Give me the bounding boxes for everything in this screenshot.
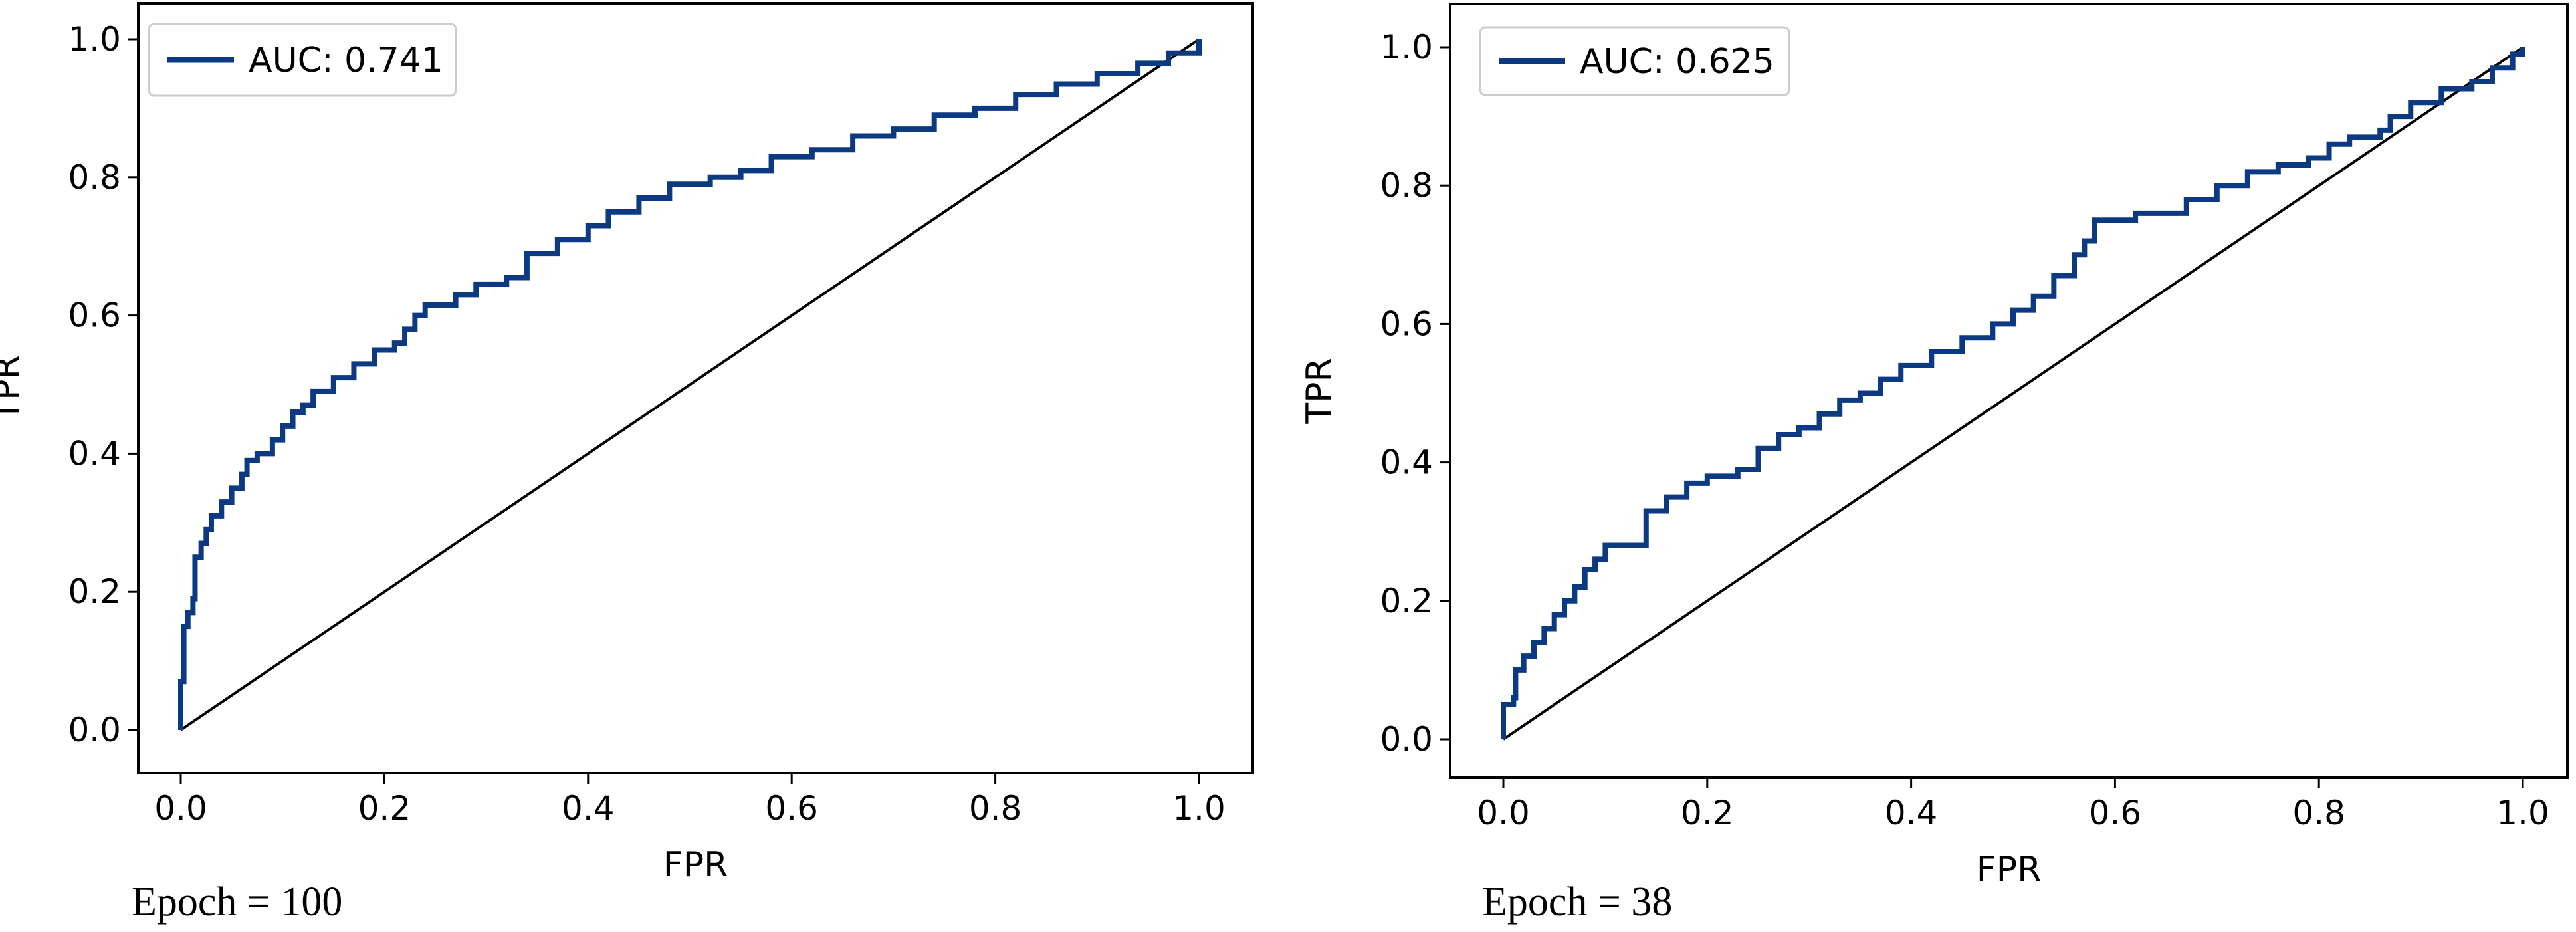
legend-label: AUC: 0.625 bbox=[1580, 42, 1774, 82]
x-tick-label: 0.8 bbox=[2292, 794, 2345, 832]
plot-frame bbox=[1449, 3, 2569, 779]
legend-box bbox=[148, 23, 457, 97]
x-axis-label: FPR bbox=[1977, 850, 2041, 889]
y-tick-label: 0.4 bbox=[1380, 443, 1433, 482]
roc-curve-line bbox=[1501, 47, 2525, 739]
y-tick-label: 0.6 bbox=[68, 296, 121, 335]
x-tick-label: 0.4 bbox=[562, 789, 615, 828]
y-tick-label: 0.6 bbox=[1380, 304, 1433, 343]
y-tick-label: 0.8 bbox=[1380, 166, 1433, 205]
y-tick-label: 0.2 bbox=[68, 572, 121, 611]
roc-chart-svg: 0.0 0.2 0.4 0.6 0.8 1.0 0.0 0.2 0.4 0.6 0.8 1.0 FPR T… bbox=[0, 2, 1254, 885]
x-tick-label: 0.0 bbox=[154, 789, 207, 828]
x-tick-label: 0.6 bbox=[765, 789, 818, 828]
roc-curve-line bbox=[178, 39, 1202, 730]
x-tick-label: 0.2 bbox=[358, 789, 411, 828]
legend: AUC: 0.625 bbox=[1479, 26, 1790, 96]
chance-diagonal-line bbox=[179, 38, 1200, 731]
y-axis-label: TPR bbox=[0, 355, 27, 421]
roc-chart-epoch-38: 0.0 0.2 0.4 0.6 0.8 1.0 0.0 0.2 0.4 0.6 0.8 1.0 FPR T… bbox=[1288, 0, 2576, 932]
plot-frame bbox=[137, 2, 1254, 774]
roc-chart-epoch-100: 0.0 0.2 0.4 0.6 0.8 1.0 0.0 0.2 0.4 0.6 0.8 1.0 FPR T… bbox=[0, 2, 1254, 925]
chance-diagonal-line bbox=[1502, 46, 2524, 741]
chart-caption: Epoch = 38 bbox=[1482, 879, 1673, 925]
y-tick-label: 0.2 bbox=[1380, 582, 1433, 620]
x-axis-label: FPR bbox=[663, 845, 728, 885]
x-tick-label: 0.0 bbox=[1477, 794, 1530, 832]
legend-box bbox=[1479, 26, 1790, 96]
roc-chart-svg: 0.0 0.2 0.4 0.6 0.8 1.0 0.0 0.2 0.4 0.6 0.8 1.0 FPR T… bbox=[1299, 3, 2569, 889]
y-tick-label: 1.0 bbox=[68, 20, 121, 58]
chart-caption: Epoch = 100 bbox=[132, 879, 343, 925]
legend: AUC: 0.741 bbox=[148, 23, 457, 97]
y-axis-label: TPR bbox=[1299, 358, 1339, 424]
x-tick-label: 0.8 bbox=[969, 789, 1022, 828]
y-tick-label: 0.0 bbox=[1380, 720, 1433, 758]
x-tick-label: 1.0 bbox=[2496, 794, 2549, 832]
x-tick-label: 1.0 bbox=[1172, 789, 1226, 828]
x-tick-label: 0.4 bbox=[1885, 794, 1938, 832]
y-tick-label: 1.0 bbox=[1380, 28, 1433, 66]
y-tick-label: 0.0 bbox=[68, 711, 121, 749]
y-tick-label: 0.4 bbox=[68, 434, 121, 473]
x-tick-label: 0.2 bbox=[1681, 794, 1734, 832]
x-tick-label: 0.6 bbox=[2089, 794, 2142, 832]
y-tick-label: 0.8 bbox=[68, 158, 121, 197]
legend-label: AUC: 0.741 bbox=[249, 41, 443, 80]
